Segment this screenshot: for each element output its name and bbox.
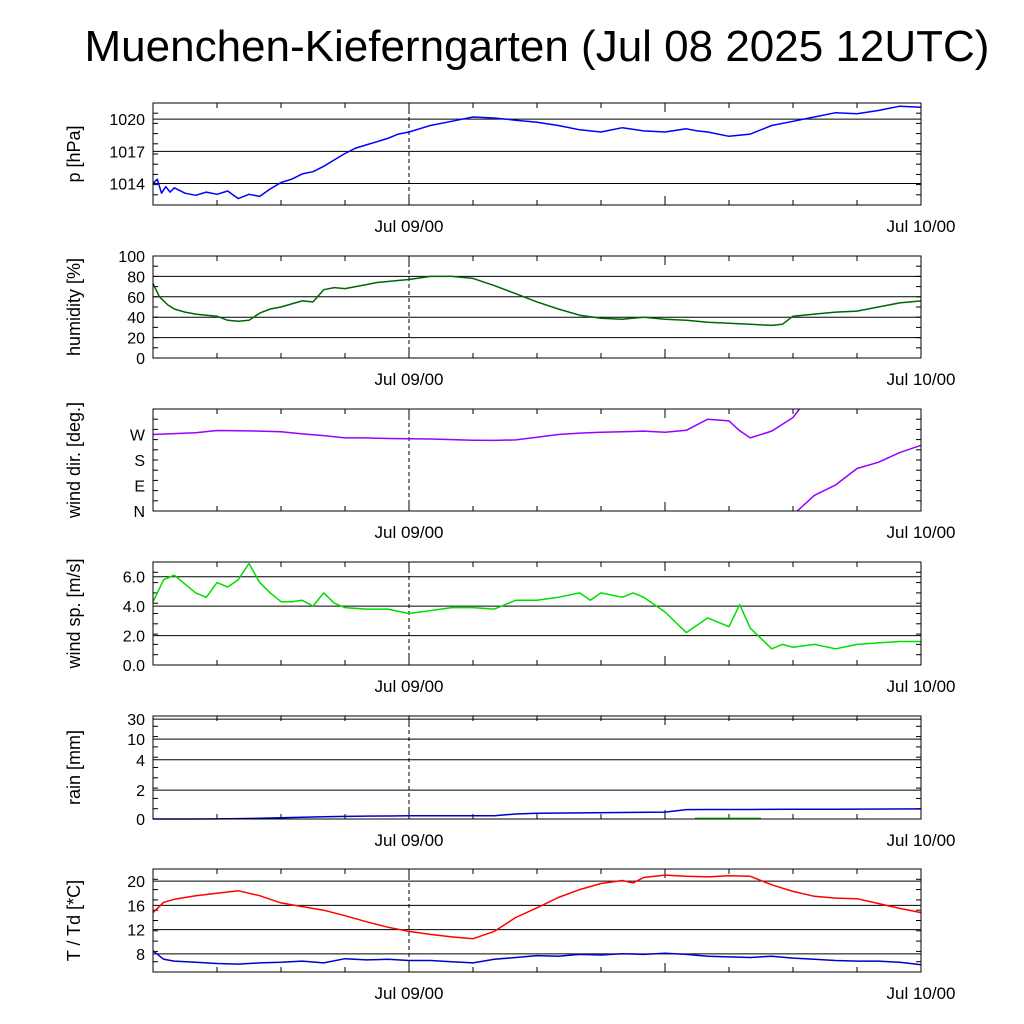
panel-0: 1014 1017 1020 p [hPa] Jul 09/00 Jul 10/00: [64, 102, 956, 236]
series-line: [152, 105, 922, 200]
y-tick-label: 10: [127, 732, 145, 749]
y-axis-label: rain [mm]: [64, 730, 84, 805]
y-tick-label: 4: [136, 753, 145, 770]
y-tick-label: 1020: [109, 112, 145, 129]
y-tick-label: 8: [136, 947, 145, 964]
y-tick-label: E: [134, 479, 145, 496]
plot-frame: [152, 102, 922, 206]
y-tick-label: S: [134, 453, 145, 470]
y-tick-label: N: [133, 504, 145, 521]
x-tick-label: Jul 10/00: [887, 831, 956, 850]
panel-4: 0 2 4 10 30 rain [mm] Jul 09/00 Jul 10/00: [64, 712, 956, 850]
y-tick-label: 1014: [109, 177, 145, 194]
x-tick-label: Jul 09/00: [375, 677, 444, 696]
x-tick-label: Jul 10/00: [887, 523, 956, 542]
plot-frame: [152, 561, 922, 666]
plot-frame: [152, 868, 922, 973]
x-tick-label: Jul 10/00: [887, 984, 956, 1003]
y-axis-label: wind dir. [deg.]: [64, 402, 84, 519]
y-tick-label: 80: [127, 269, 145, 286]
x-tick-label: Jul 09/00: [375, 984, 444, 1003]
y-tick-label: 16: [127, 898, 145, 915]
plot-frame: [152, 255, 922, 359]
y-tick-label: 100: [118, 249, 145, 266]
series-line: [152, 874, 922, 940]
y-tick-label: 4.0: [123, 599, 145, 616]
y-tick-label: 0: [136, 812, 145, 829]
x-tick-label: Jul 09/00: [375, 370, 444, 389]
series-line: [152, 408, 800, 442]
plot-frame: [152, 715, 922, 820]
panel-3: 0.0 2.0 4.0 6.0 wind sp. [m/s] Jul 09/00 Jul 1…: [64, 558, 956, 696]
y-tick-label: 6.0: [123, 570, 145, 587]
chart-title: Muenchen-Kieferngarten (Jul 08 2025 12UT…: [84, 22, 990, 71]
series-line: [152, 275, 922, 327]
y-tick-label: 1017: [109, 144, 145, 161]
y-tick-label: 2.0: [123, 629, 145, 646]
x-tick-label: Jul 09/00: [375, 831, 444, 850]
series-line: [796, 444, 922, 512]
y-tick-label: 20: [127, 874, 145, 891]
y-axis-label: humidity [%]: [64, 258, 84, 356]
series-line: [152, 950, 922, 966]
x-tick-label: Jul 10/00: [887, 217, 956, 236]
y-tick-label: 60: [127, 290, 145, 307]
y-tick-label: 20: [127, 331, 145, 348]
y-axis-label: T / Td [*C]: [64, 880, 84, 961]
y-tick-label: 0.0: [123, 658, 145, 675]
series-line: [152, 562, 921, 650]
y-tick-label: 30: [127, 712, 145, 729]
y-tick-label: 0: [136, 351, 145, 368]
y-axis-label: wind sp. [m/s]: [64, 558, 84, 669]
x-tick-label: Jul 09/00: [375, 217, 444, 236]
x-tick-label: Jul 10/00: [887, 677, 956, 696]
y-tick-label: W: [130, 428, 146, 445]
y-tick-label: 2: [136, 783, 145, 800]
panel-5: 8 12 16 20 T / Td [*C] Jul 09/00 Jul 10/00: [64, 868, 956, 1003]
x-tick-label: Jul 09/00: [375, 523, 444, 542]
x-tick-label: Jul 10/00: [887, 370, 956, 389]
y-axis-label: p [hPa]: [64, 125, 84, 182]
y-tick-label: 40: [127, 310, 145, 327]
y-tick-label: 12: [127, 923, 145, 940]
panel-1: 0 20 40 60 80 100 humidity [%] Jul 09/00 Jul 10/…: [64, 249, 956, 389]
plot-frame: [152, 408, 922, 512]
